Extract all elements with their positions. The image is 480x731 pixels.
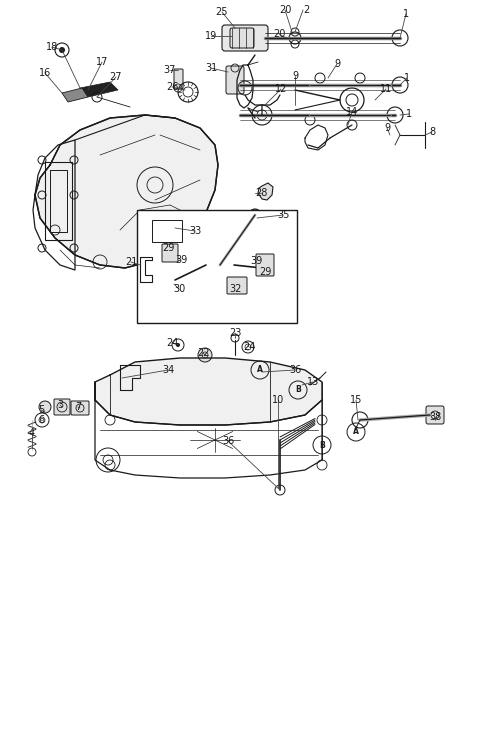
Circle shape xyxy=(59,47,65,53)
FancyBboxPatch shape xyxy=(230,28,254,48)
Text: 34: 34 xyxy=(162,365,174,375)
Text: 22: 22 xyxy=(197,348,209,358)
Text: 35: 35 xyxy=(277,210,289,220)
Text: 7: 7 xyxy=(75,402,81,412)
Text: A: A xyxy=(353,428,359,436)
FancyBboxPatch shape xyxy=(222,25,268,51)
Text: 1: 1 xyxy=(403,9,409,19)
Text: 13: 13 xyxy=(307,377,319,387)
Text: 27: 27 xyxy=(110,72,122,82)
Text: 11: 11 xyxy=(380,84,392,94)
Text: 36: 36 xyxy=(289,365,301,375)
Polygon shape xyxy=(95,358,322,425)
Text: B: B xyxy=(319,441,325,450)
Text: 33: 33 xyxy=(189,226,201,236)
Text: 6: 6 xyxy=(38,415,44,425)
Text: 9: 9 xyxy=(292,71,298,81)
Text: 32: 32 xyxy=(230,284,242,294)
Text: 16: 16 xyxy=(39,68,51,78)
Text: 36: 36 xyxy=(222,436,234,446)
Circle shape xyxy=(164,274,180,290)
Text: 23: 23 xyxy=(229,328,241,338)
Text: 31: 31 xyxy=(205,63,217,73)
Text: 29: 29 xyxy=(162,243,174,253)
Text: 26: 26 xyxy=(166,82,178,92)
Text: 29: 29 xyxy=(259,267,271,277)
Text: 17: 17 xyxy=(96,57,108,67)
FancyBboxPatch shape xyxy=(227,277,247,294)
Text: 28: 28 xyxy=(255,188,267,198)
Polygon shape xyxy=(35,115,218,268)
Text: 24: 24 xyxy=(166,338,178,348)
FancyBboxPatch shape xyxy=(54,399,70,415)
Text: 4: 4 xyxy=(29,428,35,438)
Text: B: B xyxy=(295,385,301,395)
Circle shape xyxy=(176,343,180,347)
Text: 20: 20 xyxy=(273,29,285,39)
Polygon shape xyxy=(258,183,273,200)
Text: 38: 38 xyxy=(429,412,441,422)
Text: 39: 39 xyxy=(250,256,262,266)
FancyBboxPatch shape xyxy=(226,66,244,94)
FancyBboxPatch shape xyxy=(71,401,89,415)
Text: 19: 19 xyxy=(205,31,217,41)
Text: 2: 2 xyxy=(303,5,309,15)
Text: 20: 20 xyxy=(279,5,291,15)
FancyBboxPatch shape xyxy=(162,244,178,262)
Circle shape xyxy=(173,254,183,264)
Text: 21: 21 xyxy=(125,257,137,267)
Text: 1: 1 xyxy=(406,109,412,119)
FancyBboxPatch shape xyxy=(174,69,183,89)
Text: 1: 1 xyxy=(404,73,410,83)
Text: 9: 9 xyxy=(384,123,390,133)
Polygon shape xyxy=(80,82,118,97)
Circle shape xyxy=(39,401,51,413)
FancyBboxPatch shape xyxy=(426,406,444,424)
Text: 8: 8 xyxy=(429,127,435,137)
FancyBboxPatch shape xyxy=(256,254,274,276)
Text: 12: 12 xyxy=(275,84,287,94)
Text: A: A xyxy=(257,366,263,374)
Circle shape xyxy=(249,263,259,273)
Text: 30: 30 xyxy=(173,284,185,294)
Text: 14: 14 xyxy=(346,107,358,117)
Text: 3: 3 xyxy=(57,400,63,410)
Text: 37: 37 xyxy=(164,65,176,75)
Text: 18: 18 xyxy=(46,42,58,52)
Text: 24: 24 xyxy=(243,342,255,352)
Text: 10: 10 xyxy=(272,395,284,405)
Text: 39: 39 xyxy=(175,255,187,265)
Text: 15: 15 xyxy=(350,395,362,405)
Text: 9: 9 xyxy=(334,59,340,69)
Circle shape xyxy=(206,251,234,279)
Text: 25: 25 xyxy=(216,7,228,17)
Circle shape xyxy=(249,209,261,221)
Polygon shape xyxy=(62,88,88,102)
FancyBboxPatch shape xyxy=(137,210,297,323)
Text: 5: 5 xyxy=(38,405,44,415)
Circle shape xyxy=(198,348,212,362)
